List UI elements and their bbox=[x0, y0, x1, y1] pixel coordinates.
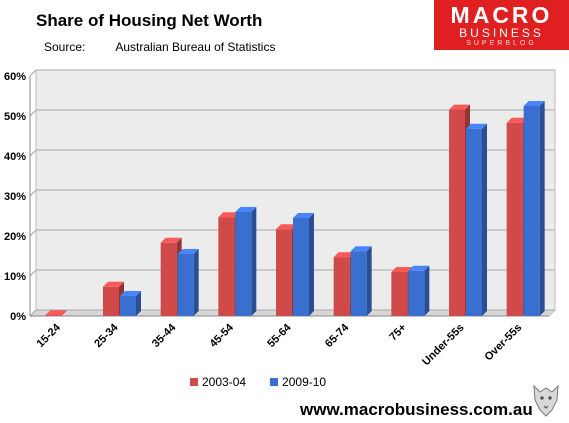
bar-top bbox=[276, 224, 297, 230]
y-tick-label: 10% bbox=[4, 271, 26, 283]
bar-top bbox=[177, 249, 199, 254]
bar-side bbox=[424, 265, 430, 316]
macrobusiness-logo: MACRO BUSINESS SUPERBLOG bbox=[434, 0, 569, 50]
bar-front bbox=[160, 242, 177, 316]
bar-side bbox=[251, 207, 257, 316]
bar-top bbox=[235, 207, 257, 212]
y-tick-label: 40% bbox=[4, 151, 26, 163]
bar-front bbox=[45, 315, 62, 316]
chart-title: Share of Housing Net Worth bbox=[36, 11, 263, 30]
gridline-side bbox=[29, 109, 37, 117]
x-tick-label: 15-24 bbox=[35, 321, 64, 350]
bar-top bbox=[466, 123, 487, 129]
bar-front bbox=[293, 218, 309, 316]
bar-side bbox=[61, 310, 67, 316]
website-url[interactable]: www.macrobusiness.com.au bbox=[300, 400, 533, 419]
bar-2009-10-55-64 bbox=[293, 213, 314, 316]
legend-item-2003: 2003-04 bbox=[190, 375, 246, 389]
bar-front bbox=[449, 109, 465, 316]
source-label: Source: bbox=[44, 40, 86, 54]
bar-side bbox=[136, 291, 141, 316]
y-tick-label: 0% bbox=[10, 311, 26, 323]
bar-2009-10-65-74 bbox=[350, 246, 372, 316]
y-tick-label: 50% bbox=[4, 111, 26, 123]
wolf-icon bbox=[533, 384, 559, 417]
source-name: Australian Bureau of Statistics bbox=[115, 40, 276, 54]
bar-front bbox=[391, 272, 408, 316]
bar-top bbox=[103, 281, 124, 287]
bar-2009-10-75+ bbox=[408, 265, 430, 316]
bar-2009-10-45-54 bbox=[235, 207, 257, 316]
y-tick-label: 20% bbox=[4, 231, 26, 243]
x-tick-label: Under-55s bbox=[420, 322, 467, 369]
x-tick-label: 75+ bbox=[387, 322, 409, 344]
gridline-side bbox=[29, 189, 37, 197]
bar-front bbox=[218, 217, 235, 316]
bar-top bbox=[45, 310, 67, 316]
logo-line-2: BUSINESS bbox=[459, 26, 544, 40]
gridline-side bbox=[29, 69, 37, 77]
bar-2009-10-Over-55s bbox=[523, 101, 545, 316]
x-tick-label: 65-74 bbox=[323, 321, 352, 350]
bar-side bbox=[482, 123, 487, 316]
bar-top bbox=[160, 237, 182, 243]
source-line: Source: Australian Bureau of Statistics bbox=[44, 40, 275, 54]
bar-front bbox=[276, 229, 292, 316]
bar-top bbox=[449, 104, 470, 110]
x-tick-label: Over-55s bbox=[483, 322, 525, 364]
bar-front bbox=[466, 128, 482, 316]
gridline-side bbox=[29, 309, 37, 317]
logo-line-1: MACRO bbox=[450, 2, 553, 28]
legend-swatch-2003 bbox=[190, 378, 198, 386]
bar-top bbox=[391, 267, 413, 272]
bar-top bbox=[293, 213, 314, 218]
x-tick-label: 45-54 bbox=[208, 321, 237, 350]
bar-2009-10-25-34 bbox=[120, 291, 141, 316]
x-tick-label: 25-34 bbox=[92, 321, 121, 350]
bar-top bbox=[408, 265, 430, 271]
bar-front bbox=[506, 122, 523, 316]
legend-label-2009: 2009-10 bbox=[282, 375, 327, 389]
bar-side bbox=[309, 213, 314, 316]
bar-top bbox=[333, 252, 355, 258]
y-tick-label: 30% bbox=[4, 191, 26, 203]
legend-label-2003: 2003-04 bbox=[202, 375, 247, 389]
bar-side bbox=[539, 101, 545, 316]
bar-front bbox=[350, 251, 367, 316]
bar-front bbox=[120, 296, 136, 316]
bar-top bbox=[506, 117, 528, 123]
bar-side bbox=[366, 246, 372, 316]
bar-front bbox=[408, 270, 425, 316]
x-tick-label: 55-64 bbox=[265, 321, 294, 350]
legend-item-2009: 2009-10 bbox=[270, 375, 326, 389]
gridline-side bbox=[29, 269, 37, 277]
bar-2009-10-Under-55s bbox=[466, 123, 487, 316]
bar-side bbox=[193, 249, 199, 316]
bar-top bbox=[218, 212, 240, 218]
x-tick-label: 35-44 bbox=[150, 321, 179, 350]
bar-top bbox=[523, 101, 545, 106]
gridline-side bbox=[29, 229, 37, 237]
bar-front bbox=[177, 254, 194, 316]
bar-front bbox=[235, 212, 252, 316]
bar-2009-10-35-44 bbox=[177, 249, 199, 316]
bar-front bbox=[523, 106, 540, 316]
y-tick-label: 60% bbox=[4, 71, 26, 83]
gridline-side bbox=[29, 149, 37, 157]
bar-front bbox=[333, 257, 350, 316]
bar-2003-04-15-24 bbox=[45, 310, 67, 316]
bar-front bbox=[103, 286, 119, 316]
legend-swatch-2009 bbox=[270, 378, 279, 386]
chart-legend: 2003-04 2009-10 bbox=[190, 375, 326, 389]
bar-top bbox=[120, 291, 141, 296]
bar-top bbox=[350, 246, 372, 252]
logo-line-3: SUPERBLOG bbox=[466, 40, 537, 47]
